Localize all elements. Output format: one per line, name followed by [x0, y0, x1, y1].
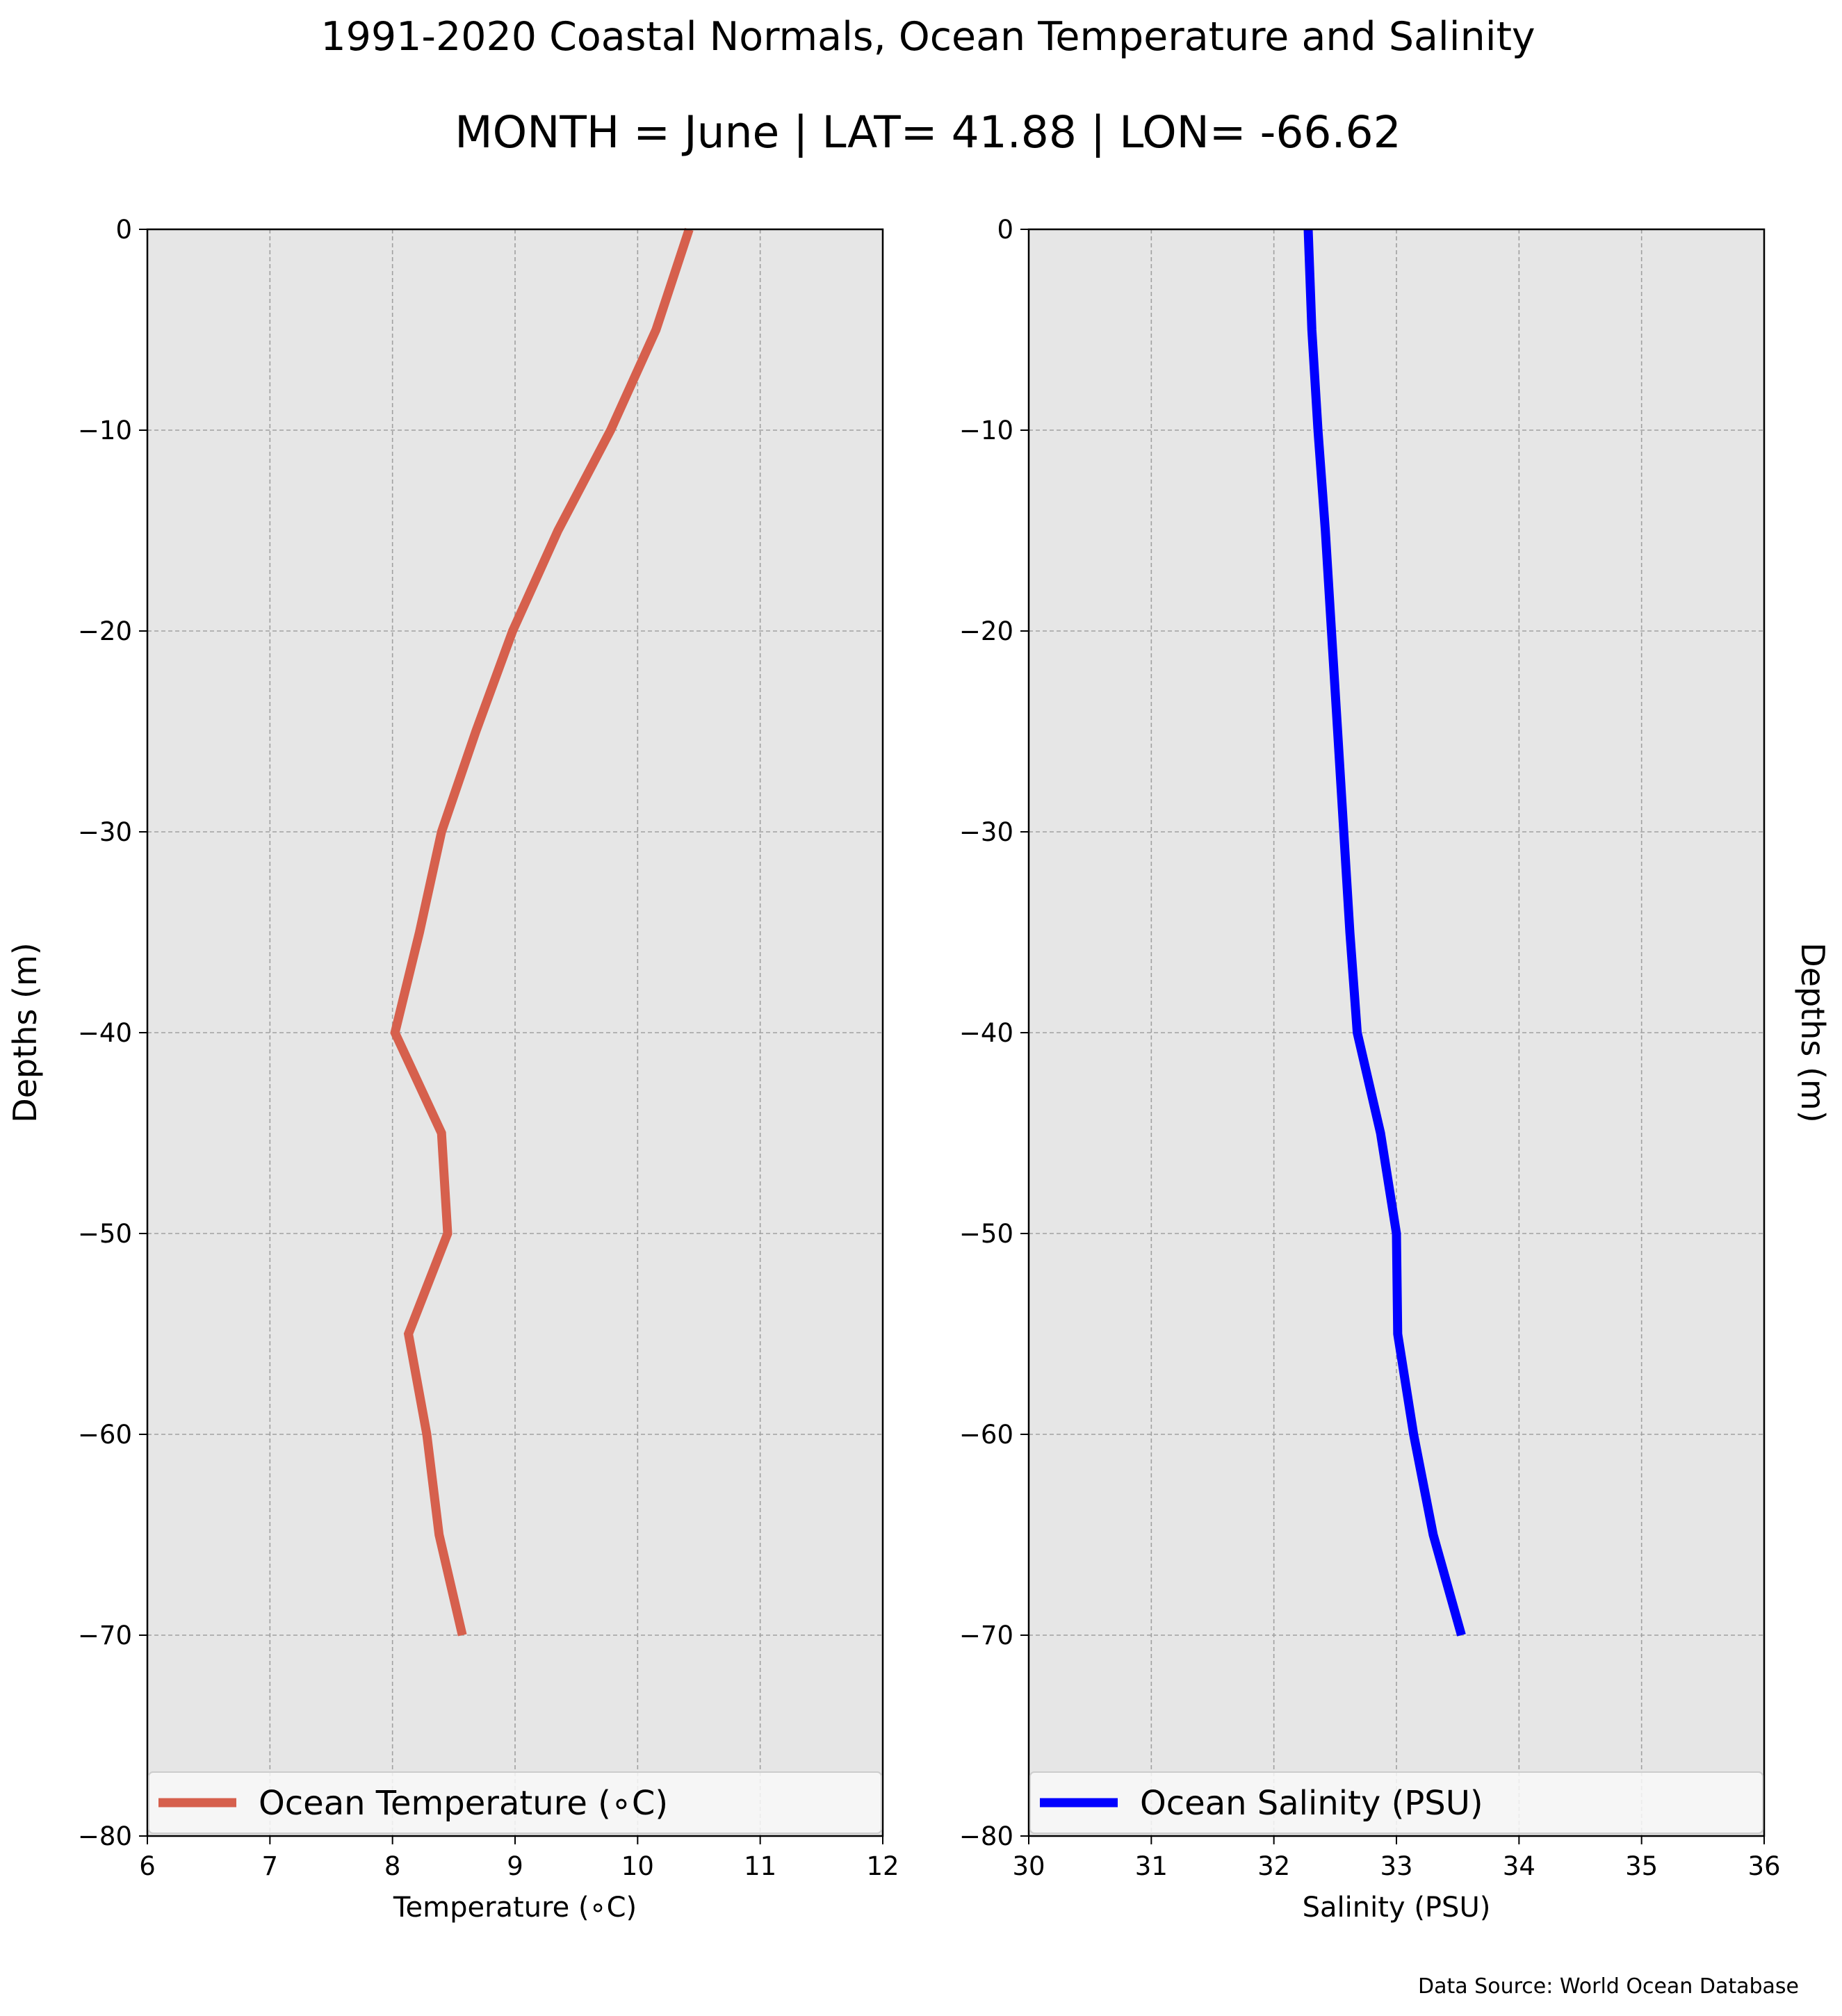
y-axis-label: Depths (m)	[1794, 942, 1832, 1122]
x-tick-label: 7	[262, 1851, 279, 1881]
legend-box	[1029, 1771, 1763, 1834]
x-tick-label: 11	[744, 1851, 776, 1881]
x-tick-label: 10	[621, 1851, 654, 1881]
y-tick-label: −70	[959, 1621, 1013, 1650]
y-tick-label: −30	[78, 817, 132, 847]
y-tick-label: −60	[959, 1420, 1013, 1450]
chart-subtitle: MONTH = June | LAT= 41.88 | LON= -66.62	[455, 107, 1401, 158]
x-tick-label: 31	[1135, 1851, 1168, 1881]
series-line	[390, 227, 694, 1637]
y-tick-label: −40	[959, 1018, 1013, 1048]
legend-label: Ocean Temperature (∘C)	[259, 1784, 668, 1823]
legend-label: Ocean Salinity (PSU)	[1140, 1784, 1483, 1823]
x-tick-label: 32	[1257, 1851, 1290, 1881]
temperature-panel: 6 7 8 9 10 11 12 0 −10 −20 −30 −40 −50 −60 −70 −80 Tempe…	[6, 215, 899, 1924]
data-source: Data Source: World Ocean Database	[1418, 1974, 1799, 1999]
x-tick-label: 12	[866, 1851, 899, 1881]
x-tick-label: 33	[1380, 1851, 1412, 1881]
y-tick-label: −20	[78, 616, 132, 646]
y-tick-label: −60	[78, 1420, 132, 1450]
x-tick-label: 36	[1747, 1851, 1780, 1881]
series-line	[1303, 229, 1466, 1637]
x-tick-label: 6	[139, 1851, 156, 1881]
y-tick-label: −50	[78, 1219, 132, 1249]
y-tick-label: −40	[78, 1018, 132, 1048]
x-tick-label: 8	[384, 1851, 401, 1881]
y-tick-label: −80	[78, 1821, 132, 1851]
y-tick-label: −10	[959, 416, 1013, 445]
legend-box	[148, 1771, 882, 1834]
y-tick-label: −10	[78, 416, 132, 445]
x-tick-label: 9	[507, 1851, 523, 1881]
x-tick-label: 30	[1012, 1851, 1045, 1881]
x-tick-label: 35	[1625, 1851, 1658, 1881]
y-axis-label: Depths (m)	[6, 942, 44, 1122]
x-tick-label: 34	[1503, 1851, 1535, 1881]
y-tick-label: 0	[115, 215, 132, 245]
chart-title: 1991-2020 Coastal Normals, Ocean Tempera…	[320, 14, 1535, 60]
y-tick-label: −30	[959, 817, 1013, 847]
y-tick-label: −20	[959, 616, 1013, 646]
y-tick-label: −80	[959, 1821, 1013, 1851]
x-axis-label: Salinity (PSU)	[1303, 1892, 1491, 1924]
y-tick-label: −50	[959, 1219, 1013, 1249]
y-tick-label: 0	[997, 215, 1013, 245]
x-axis-label: Temperature (∘C)	[393, 1892, 637, 1924]
y-tick-label: −70	[78, 1621, 132, 1650]
salinity-panel: 30 31 32 33 34 35 36 0 −10 −20 −30 −40 −50 −60 −70 −80 S…	[959, 215, 1832, 1924]
